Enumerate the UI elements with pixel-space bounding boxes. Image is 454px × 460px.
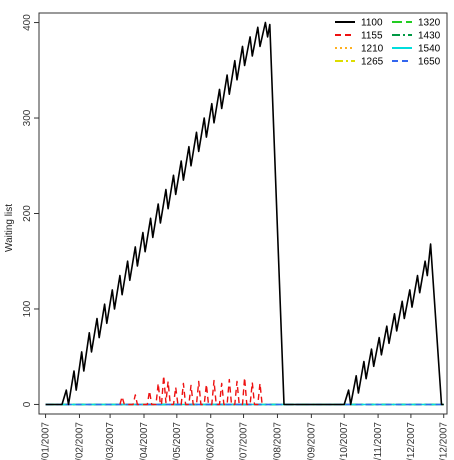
y-axis: 0 100 200 300 400 bbox=[22, 14, 39, 407]
y-axis-label: Waiting list bbox=[4, 204, 15, 252]
legend: 1100 1155 1210 1265 1320 1430 1540 1650 bbox=[335, 18, 441, 68]
x-tick-label: 01/02/2007 bbox=[74, 422, 85, 460]
x-tick-label: 01/08/2007 bbox=[272, 422, 283, 460]
x-tick-label: 01/04/2007 bbox=[139, 422, 150, 460]
x-tick-label: 01/09/2007 bbox=[306, 422, 317, 460]
x-axis: 01/01/2007 01/02/2007 01/03/2007 01/04/2007… bbox=[41, 414, 450, 460]
x-tick-label: 01/12/2007 bbox=[406, 422, 417, 460]
legend-label-1540: 1540 bbox=[418, 44, 441, 55]
y-tick-label: 400 bbox=[22, 14, 33, 31]
y-tick-label: 300 bbox=[22, 109, 33, 126]
series-line-1100 bbox=[45, 21, 444, 406]
legend-label-1210: 1210 bbox=[361, 44, 384, 55]
series-layer bbox=[45, 21, 444, 406]
x-tick-label: 01/06/2007 bbox=[206, 422, 217, 460]
legend-label-1430: 1430 bbox=[418, 31, 441, 42]
x-tick-label: 31/12/2007 bbox=[439, 422, 450, 460]
x-tick-label: 01/07/2007 bbox=[239, 422, 250, 460]
legend-label-1320: 1320 bbox=[418, 18, 441, 29]
y-tick-label: 200 bbox=[22, 205, 33, 222]
x-tick-label: 01/10/2007 bbox=[339, 422, 350, 460]
x-tick-label: 01/11/2007 bbox=[373, 422, 384, 460]
x-tick-label: 01/01/2007 bbox=[41, 422, 52, 460]
legend-label-1155: 1155 bbox=[361, 31, 383, 42]
y-tick-label: 100 bbox=[22, 300, 33, 317]
legend-label-1650: 1650 bbox=[418, 57, 441, 68]
x-tick-label: 01/05/2007 bbox=[172, 422, 183, 460]
legend-label-1100: 1100 bbox=[361, 18, 383, 29]
series-line-1155 bbox=[119, 375, 263, 406]
legend-label-1265: 1265 bbox=[361, 57, 384, 68]
x-tick-label: 01/03/2007 bbox=[105, 422, 116, 460]
y-tick-label: 0 bbox=[22, 401, 33, 407]
plot-frame bbox=[38, 12, 448, 415]
